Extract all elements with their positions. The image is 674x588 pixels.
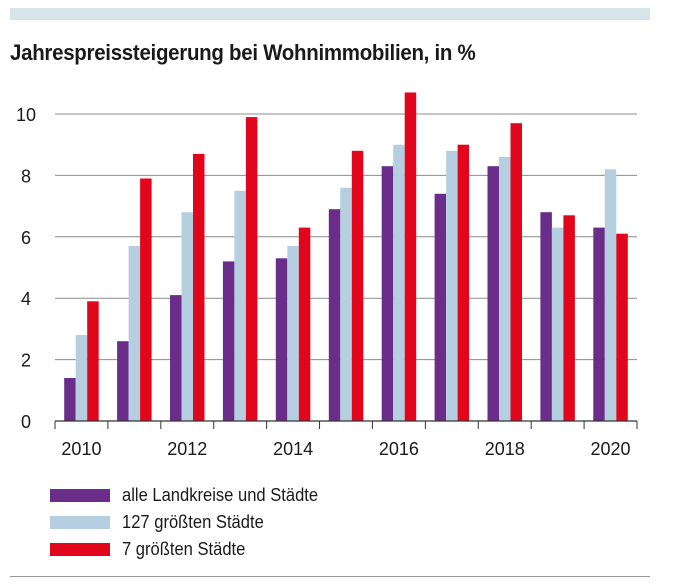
bar-2016-series-1 [381,166,394,421]
x-tick-label: 2016 [379,439,419,459]
legend-swatch-series-3 [50,543,110,556]
y-tick-label: 8 [21,166,31,186]
y-tick-label: 4 [21,289,31,309]
bar-2019-series-1 [540,212,552,421]
bar-2014-series-2 [287,246,299,421]
bar-2020-series-2 [604,169,617,421]
bar-2017-series-3 [457,144,470,421]
y-tick-label: 2 [21,351,31,371]
bar-2011-series-1 [117,341,129,421]
bar-2016-series-3 [404,92,417,421]
bar-2010-series-2 [75,335,88,421]
bottom-rule [10,576,650,577]
legend-label-series-2: 127 größten Städte [122,512,264,532]
bar-2020-series-1 [593,227,605,421]
y-tick-label: 6 [21,228,31,248]
legend-label-series-3: 7 größten Städte [122,539,246,559]
bar-2015-series-2 [340,187,352,421]
bar-2015-series-3 [351,150,364,422]
x-axis: 2010 2012 2014 2016 2018 2020 [54,420,638,459]
bar-2017-series-1 [434,193,447,421]
y-axis-ticks: 0 2 4 6 8 10 [16,105,36,432]
legend-item-series-1: alle Landkreise und Städte [50,482,335,509]
legend-item-series-3: 7 größten Städte [50,536,335,563]
bar-2019-series-3 [563,215,575,421]
x-tick-label: 2010 [61,439,101,459]
x-tick-label: 2020 [591,439,631,459]
y-tick-label: 10 [16,105,36,125]
bar-2012-series-1 [170,295,182,421]
bar-2016-series-2 [393,144,405,421]
bar-2013-series-2 [234,190,246,422]
x-tick-label: 2012 [167,439,207,459]
bar-2018-series-2 [499,157,511,421]
chart-title: Jahrespreissteigerung bei Wohnimmobilien… [10,40,476,65]
bar-2017-series-2 [446,150,458,422]
legend-swatch-series-1 [50,489,110,502]
bar-2015-series-1 [328,209,341,421]
bars [64,92,628,422]
bar-2014-series-3 [298,227,311,421]
bar-2019-series-2 [551,227,564,421]
x-tick-label: 2018 [485,439,525,459]
bar-2012-series-2 [181,212,193,421]
bar-2018-series-3 [510,123,522,421]
bar-2013-series-1 [222,261,235,421]
bar-2011-series-3 [140,178,152,421]
bar-2012-series-3 [193,153,205,421]
bar-2010-series-1 [64,378,76,421]
y-tick-label: 0 [21,412,31,432]
legend: alle Landkreise und Städte 127 größten S… [50,482,335,563]
legend-swatch-series-2 [50,516,110,529]
bar-2014-series-1 [275,258,288,421]
x-tick-label: 2014 [273,439,313,459]
bar-2013-series-3 [245,117,258,421]
bar-2011-series-2 [128,246,141,421]
bar-2010-series-3 [87,301,99,421]
header-band [10,8,650,20]
bar-2018-series-1 [487,166,499,421]
legend-label-series-1: alle Landkreise und Städte [122,485,319,505]
bar-2020-series-3 [616,233,628,421]
legend-item-series-2: 127 größten Städte [50,509,335,536]
